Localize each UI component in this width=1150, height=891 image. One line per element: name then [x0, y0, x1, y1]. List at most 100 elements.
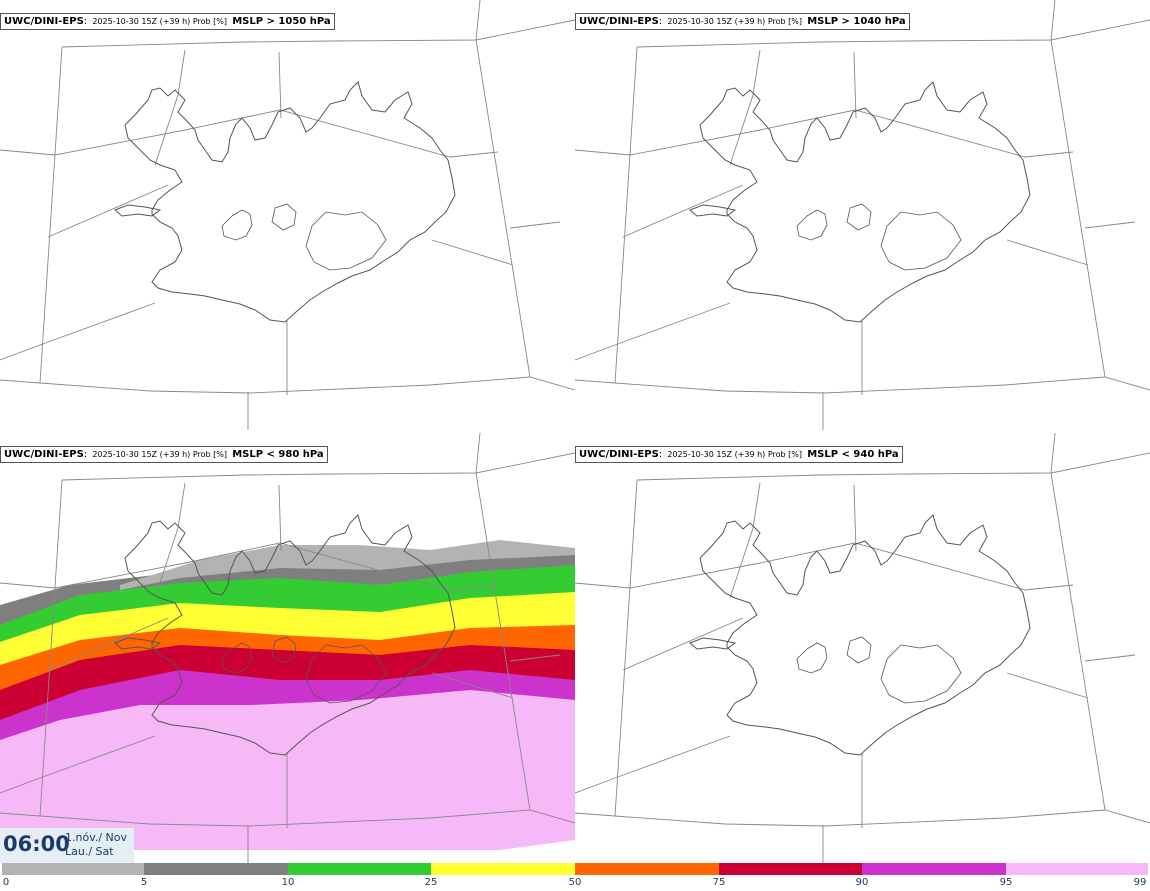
colorbar-tick-label: 50: [568, 877, 582, 888]
graticule-line: [0, 302, 156, 361]
graticule-line: [47, 617, 169, 671]
graticule-line: [154, 482, 186, 599]
graticule-line: [1050, 472, 1106, 811]
graticule-line: [614, 479, 638, 817]
panel-title: UWC/DINI-EPS: 2025-10-30 15Z (+39 h) Pro…: [575, 446, 903, 463]
glacier-outline: [305, 644, 387, 704]
coastline-main: [699, 81, 1031, 323]
model-name: UWC/DINI-EPS: [579, 16, 659, 27]
graticule-line: [853, 51, 857, 119]
colorbar-tick-label: 5: [140, 877, 148, 888]
valid-time-box: 06:00 1.nóv./ Nov Lau./ Sat: [0, 828, 134, 863]
panel-title: UWC/DINI-EPS: 2025-10-30 15Z (+39 h) Pro…: [575, 13, 910, 30]
colon: :: [83, 449, 88, 460]
probability-colorbar: 0 5 10 25 50 75 90 95 99: [0, 863, 1150, 891]
graticule-line: [1050, 39, 1106, 378]
map-panel-2: UWC/DINI-EPS: 2025-10-30 15Z (+39 h) Pro…: [575, 0, 1150, 430]
valid-time: 06:00: [3, 832, 70, 856]
colon: :: [658, 16, 663, 27]
colorbar-segment: [1006, 863, 1148, 875]
colon: :: [658, 449, 663, 460]
panel-title: UWC/DINI-EPS: 2025-10-30 15Z (+39 h) Pro…: [0, 13, 335, 30]
graticule-line: [278, 484, 282, 552]
prob-band-25: [0, 560, 575, 642]
graticule-line: [0, 376, 575, 394]
prob-band-5: [120, 540, 575, 590]
graticule-line: [278, 51, 282, 119]
colorbar-segment: [288, 863, 431, 875]
graticule-line: [729, 49, 761, 166]
graticule-line: [509, 221, 561, 229]
glacier-outline: [796, 642, 828, 674]
graticule-line: [475, 433, 481, 474]
glacier-outline: [796, 209, 828, 241]
iceland-map: [575, 0, 1150, 430]
graticule-line: [0, 542, 499, 591]
coastline-peninsula: [114, 637, 162, 650]
graticule-line: [614, 46, 638, 384]
coastline-main: [124, 81, 456, 323]
colorbar-tick-label: 95: [999, 877, 1013, 888]
graticule-line: [0, 809, 575, 827]
coastline-main: [699, 514, 1031, 756]
colorbar-tick-label: 0: [2, 877, 10, 888]
graticule-line: [39, 479, 63, 817]
graticule-line: [475, 39, 531, 378]
map-panel-1: UWC/DINI-EPS: 2025-10-30 15Z (+39 h) Pro…: [0, 0, 575, 430]
map-graticule: [0, 433, 575, 863]
colorbar-segment: [2, 863, 144, 875]
coastline-peninsula: [689, 204, 737, 217]
graticule-line: [636, 452, 1150, 481]
graticule-line: [575, 302, 731, 361]
run-info: 2025-10-30 15Z (+39 h) Prob [%]: [667, 17, 803, 26]
graticule-line: [61, 452, 575, 481]
glacier-outline: [846, 203, 872, 231]
colorbar-segment: [575, 863, 719, 875]
glacier-outline: [221, 642, 253, 674]
valid-date-line-2: Lau./ Sat: [65, 845, 114, 858]
coastline-peninsula: [689, 637, 737, 650]
graticule-line: [575, 809, 1150, 827]
colorbar-tick-label: 75: [712, 877, 726, 888]
glacier-outline: [880, 211, 962, 271]
colorbar-segment: [719, 863, 862, 875]
colon: :: [83, 16, 88, 27]
graticule-line: [636, 19, 1150, 48]
graticule-line: [0, 109, 499, 158]
graticule-line: [622, 617, 744, 671]
map-graticule: [0, 0, 575, 430]
graticule-line: [1006, 239, 1089, 266]
graticule-line: [575, 109, 1074, 158]
coastline-peninsula: [114, 204, 162, 217]
map-graticule: [575, 433, 1150, 863]
parameter-label: MSLP < 940 hPa: [807, 449, 899, 460]
model-name: UWC/DINI-EPS: [579, 449, 659, 460]
glacier-outline: [880, 644, 962, 704]
glacier-outline: [846, 636, 872, 664]
graticule-line: [39, 46, 63, 384]
run-info: 2025-10-30 15Z (+39 h) Prob [%]: [667, 450, 803, 459]
colorbar-segment: [862, 863, 1006, 875]
colorbar-tick-label: 25: [424, 877, 438, 888]
iceland-map: [0, 433, 575, 863]
graticule-line: [475, 0, 481, 41]
iceland-coastline: [689, 514, 1031, 756]
graticule-line: [475, 472, 531, 811]
glacier-outline: [271, 203, 297, 231]
graticule-line: [1084, 654, 1136, 662]
probability-field: [0, 540, 575, 850]
prob-band-50: [0, 590, 575, 665]
map-panel-4: UWC/DINI-EPS: 2025-10-30 15Z (+39 h) Pro…: [575, 433, 1150, 863]
run-info: 2025-10-30 15Z (+39 h) Prob [%]: [92, 450, 228, 459]
graticule-line: [575, 376, 1150, 394]
graticule-line: [853, 484, 857, 552]
graticule-line: [0, 735, 156, 794]
glacier-outline: [305, 211, 387, 271]
prob-band-90: [0, 640, 575, 720]
graticule-line: [509, 654, 561, 662]
colorbar-segment: [144, 863, 288, 875]
prob-band-75: [0, 625, 575, 690]
parameter-label: MSLP < 980 hPa: [232, 449, 324, 460]
colorbar-tick-label: 99: [1133, 877, 1147, 888]
graticule-line: [1084, 221, 1136, 229]
